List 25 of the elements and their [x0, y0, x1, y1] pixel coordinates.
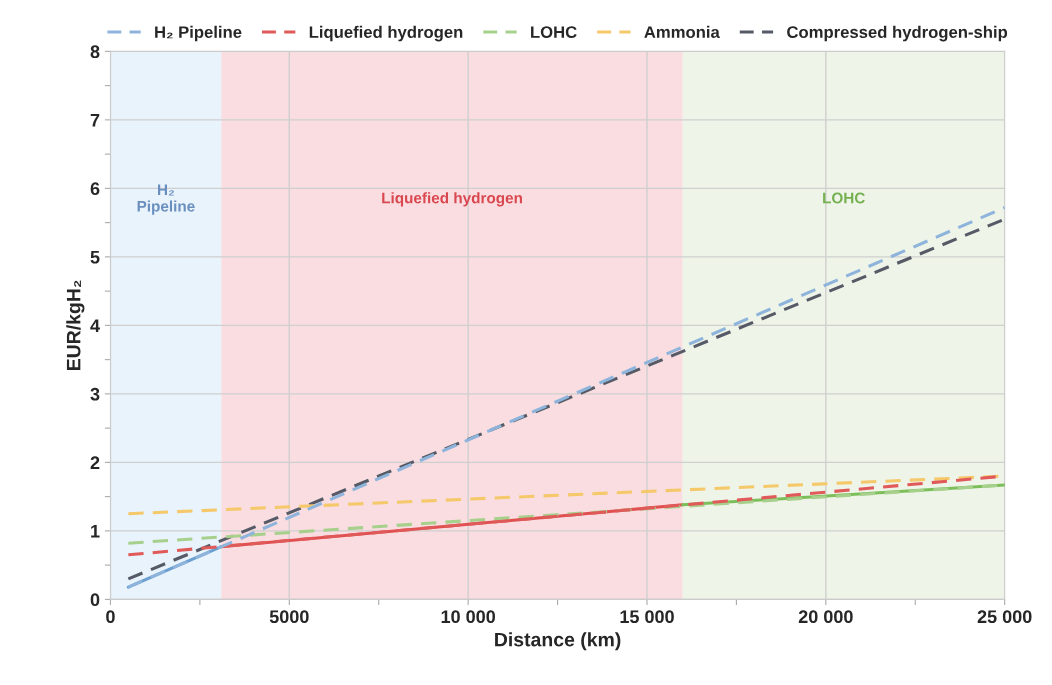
x-tick-label: 10 000 — [441, 610, 496, 624]
x-tick-label: 15 000 — [620, 610, 674, 624]
y-tick-label: 6 — [90, 182, 100, 196]
band-label: H₂ Pipeline — [137, 184, 195, 215]
y-tick-label: 7 — [90, 114, 100, 127]
legend-label: LOHC — [531, 26, 577, 39]
legend-label: Ammonia — [644, 25, 720, 39]
legend-label: H₂ Pipeline — [155, 25, 242, 42]
band-label: Liquefied hydrogen — [382, 192, 522, 207]
y-tick-label: 3 — [90, 387, 100, 401]
y-tick-label: 5 — [90, 251, 100, 264]
legend-label: Liquefied hydrogen — [309, 25, 463, 42]
y-tick-label: 2 — [90, 456, 100, 469]
x-axis-title: Distance (km) — [495, 632, 621, 651]
band-label: LOHC — [823, 192, 865, 204]
y-tick-label: 1 — [91, 525, 100, 538]
y-tick-label: 4 — [90, 319, 100, 332]
legend-label: Compressed hydrogen-ship — [787, 25, 1008, 42]
x-tick-label: 5000 — [269, 610, 309, 624]
x-tick-label: 20 000 — [798, 610, 853, 624]
y-axis-title: EUR/kgH₂ — [66, 280, 85, 370]
y-tick-label: 8 — [90, 45, 100, 59]
y-tick-label: 0 — [90, 593, 100, 607]
x-tick-label: 0 — [106, 610, 115, 624]
x-tick-label: 25 000 — [977, 610, 1032, 624]
